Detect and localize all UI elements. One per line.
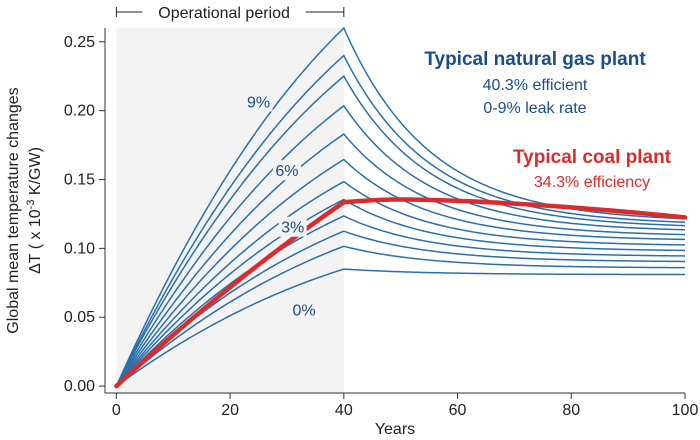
operational-period-shading [116, 28, 344, 393]
gas-plant-detail-0: 40.3% efficient [483, 77, 588, 94]
leak-rate-label-3: 0% [292, 302, 315, 319]
gas-series-line-8 [115, 104, 686, 387]
x-axis-title: Years [375, 421, 415, 438]
x-tick-label-3: 60 [449, 402, 467, 419]
leak-label-background-2 [278, 216, 307, 237]
y-tick-label-2: 0.10 [64, 240, 95, 257]
gas-plant-title: Typical natural gas plant [424, 49, 646, 70]
x-tick-label-4: 80 [562, 402, 580, 419]
gas-series-line-1 [115, 245, 686, 387]
y-tick-label-1: 0.05 [64, 309, 95, 326]
y-tick-label-4: 0.20 [64, 103, 95, 120]
gas-series-line-7 [115, 133, 686, 387]
y-axis-title-line1: Global mean temperature changes [5, 87, 22, 333]
gas-series-line-5 [115, 180, 686, 387]
gas-series-line-11 [115, 26, 686, 387]
gas-series-line-9 [115, 75, 686, 387]
leak-label-background-3 [290, 299, 319, 320]
coal-plant-detail-0: 34.3% efficiency [534, 174, 650, 191]
gas-series-line-3 [115, 215, 686, 387]
leak-rate-label-0: 9% [247, 94, 270, 111]
gas-series-line-4 [115, 198, 686, 387]
leak-rate-label-2: 3% [281, 220, 304, 237]
leak-label-background-0 [244, 91, 273, 112]
leak-label-background-1 [272, 160, 301, 181]
annotations: 9% 6% 3% 0% Typical natural gas plant 40.3% e… [244, 49, 672, 320]
gas-series-line-0 [115, 268, 686, 387]
x-tick-label-0: 0 [112, 402, 121, 419]
x-tick-label-2: 40 [335, 402, 353, 419]
y-tick-label-0: 0.00 [64, 378, 95, 395]
y-tick-label-3: 0.15 [64, 172, 95, 189]
gas-series-line-10 [115, 54, 686, 387]
operational-period-label: Operational period [158, 5, 290, 22]
gas-series-line-2 [115, 230, 686, 387]
x-tick-label-1: 20 [221, 402, 239, 419]
coal-series-line [114, 197, 688, 389]
leak-rate-label-1: 6% [275, 163, 298, 180]
axes: 0 20 40 60 80 100 0.00 0.05 0.10 0.15 0.20 0.25 Year… [5, 5, 698, 438]
y-tick-label-5: 0.25 [64, 34, 95, 51]
coal-plant-title: Typical coal plant [513, 147, 672, 168]
gas-plant-detail-1: 0-9% leak rate [483, 100, 586, 117]
plot-area [114, 26, 688, 393]
x-tick-label-5: 100 [672, 402, 699, 419]
y-axis-title-line2: ΔT ( x 10-3 K/GW) [25, 147, 44, 274]
